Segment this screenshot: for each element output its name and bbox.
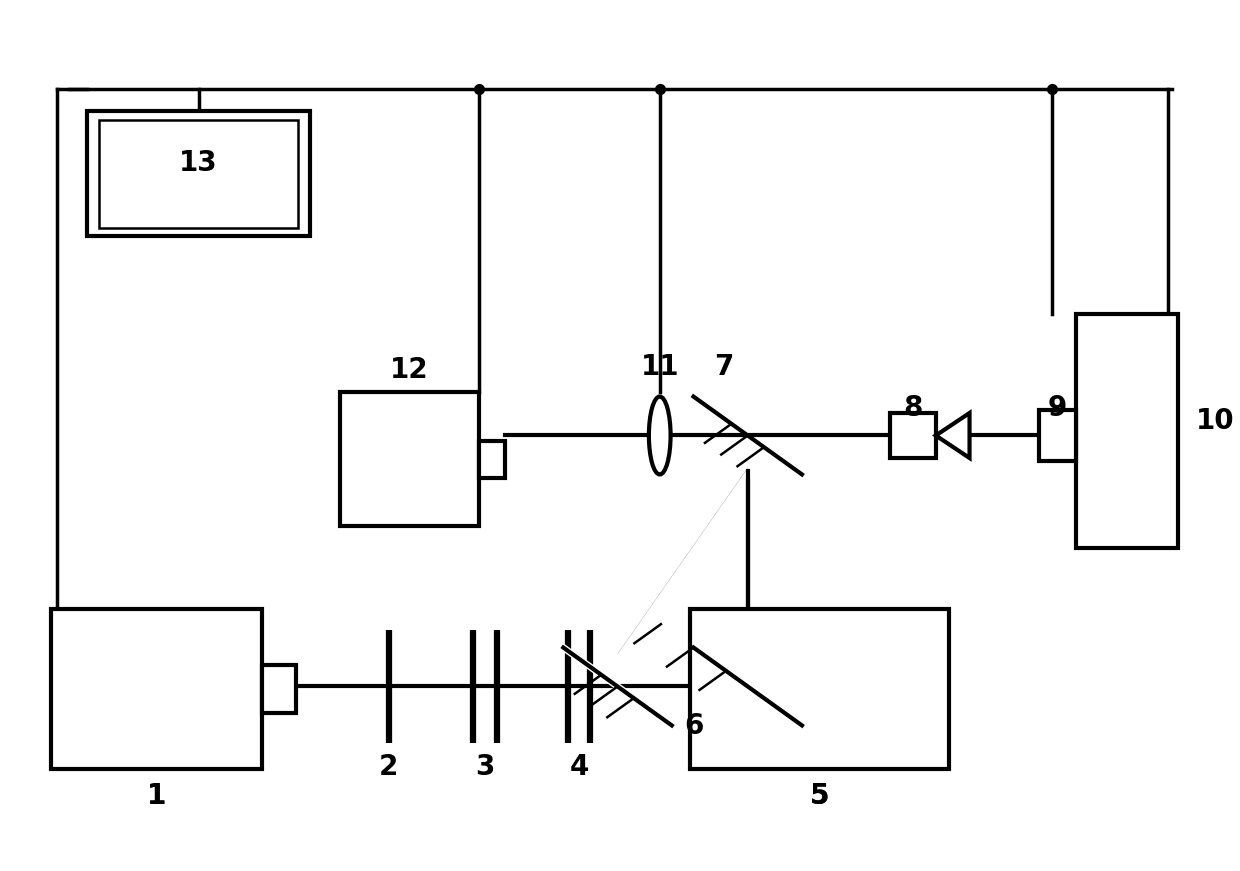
Bar: [51, 609, 262, 769]
Bar: [890, 413, 936, 458]
Bar: [340, 392, 479, 526]
Text: 5: 5: [810, 781, 830, 810]
Text: 3: 3: [475, 753, 495, 781]
Text: 10: 10: [1197, 407, 1235, 435]
Bar: [1039, 409, 1075, 462]
Bar: [689, 609, 949, 769]
Text: 1: 1: [146, 781, 166, 810]
Bar: [479, 441, 506, 478]
Text: 5: 5: [810, 781, 830, 810]
Bar: [99, 119, 298, 228]
Text: 6: 6: [683, 712, 703, 740]
Text: 1: 1: [146, 781, 166, 810]
Bar: [87, 111, 310, 236]
Text: 7: 7: [714, 353, 733, 381]
Text: 13: 13: [180, 149, 218, 178]
Polygon shape: [936, 413, 970, 458]
Text: 2: 2: [379, 753, 398, 781]
Ellipse shape: [649, 396, 671, 475]
Text: 8: 8: [903, 394, 923, 422]
Bar: [262, 665, 295, 712]
Text: 11: 11: [641, 353, 680, 381]
Text: 9: 9: [1048, 394, 1068, 422]
Text: 4: 4: [569, 753, 589, 781]
Text: 12: 12: [391, 355, 429, 383]
Bar: [1075, 314, 1178, 548]
